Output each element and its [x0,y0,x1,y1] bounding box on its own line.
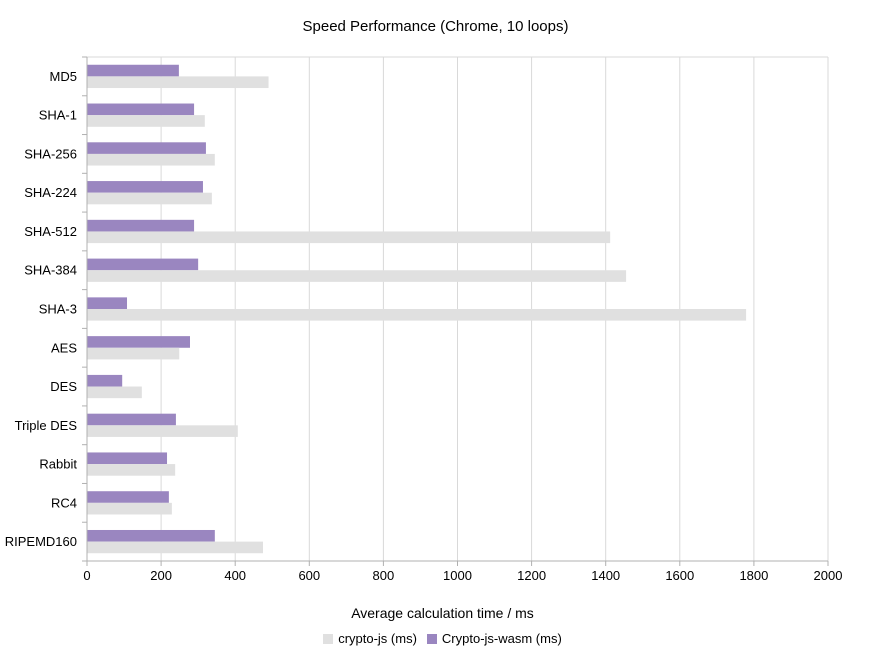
bar-chart-plot: 0 200 400 600 800 1000 1200 1400 1600 1800 2000 MD5… [5,56,843,583]
category-label-triple-des: Triple DES [15,418,78,433]
legend-label-crypto-js: crypto-js (ms) [338,631,417,646]
chart-title: Speed Performance (Chrome, 10 loops) [302,18,569,35]
bar-crypto-js-ms--sha-512 [87,231,611,244]
bar-crypto-js-wasm-ms--sha-512 [87,219,195,232]
bar-crypto-js-wasm-ms--md5 [87,64,179,77]
bar-crypto-js-ms--sha-224 [87,192,212,205]
x-tick-label-400: 400 [224,568,246,583]
bar-crypto-js-wasm-ms--triple-des [87,413,176,426]
bar-crypto-js-wasm-ms--sha-1 [87,103,195,116]
category-label-ripemd160: RIPEMD160 [5,534,77,549]
category-label-md5: MD5 [50,69,77,84]
bar-crypto-js-wasm-ms--rc4 [87,491,169,503]
bar-crypto-js-wasm-ms--ripemd160 [87,529,215,542]
bar-crypto-js-ms--aes [87,347,180,360]
bar-crypto-js-wasm-ms--sha-3 [87,297,128,309]
bar-crypto-js-ms--triple-des [87,425,238,437]
category-label-sha-1: SHA-1 [39,108,77,123]
x-tick-label-2000: 2000 [814,568,843,583]
bar-crypto-js-wasm-ms--sha-224 [87,181,203,193]
category-label-sha-512: SHA-512 [24,224,77,239]
x-tick-label-800: 800 [373,568,395,583]
x-tick-label-0: 0 [83,568,90,583]
bar-crypto-js-wasm-ms--aes [87,336,190,348]
x-axis-title: Average calculation time / ms [351,605,534,621]
bar-crypto-js-wasm-ms--rabbit [87,452,168,465]
bar-crypto-js-wasm-ms--sha-384 [87,258,199,271]
legend-swatch-crypto-js-icon [323,633,334,644]
x-tick-label-1000: 1000 [443,568,472,583]
legend: crypto-js (ms) Crypto-js-wasm (ms) [0,631,871,646]
bar-crypto-js-ms--rabbit [87,464,176,476]
x-tick-label-1400: 1400 [591,568,620,583]
x-tick-label-1600: 1600 [665,568,694,583]
bar-crypto-js-ms--sha-256 [87,153,215,166]
bar-crypto-js-ms--ripemd160 [87,541,263,554]
x-tick-label-1800: 1800 [739,568,768,583]
category-label-rabbit: Rabbit [39,457,77,472]
legend-item-crypto-js-wasm: Crypto-js-wasm (ms) [426,631,562,646]
category-label-sha-3: SHA-3 [39,302,77,317]
bar-crypto-js-ms--rc4 [87,502,172,515]
category-label-sha-224: SHA-224 [24,185,77,200]
x-tick-label-600: 600 [298,568,320,583]
legend-label-crypto-js-wasm: Crypto-js-wasm (ms) [441,631,562,646]
bar-crypto-js-ms--sha-1 [87,115,205,127]
bar-crypto-js-ms--sha-384 [87,270,627,282]
category-label-des: DES [50,379,77,394]
bar-crypto-js-wasm-ms--sha-256 [87,142,206,154]
bar-crypto-js-ms--des [87,386,142,399]
legend-item-crypto-js: crypto-js (ms) [323,631,417,646]
legend-swatch-crypto-js-wasm-icon [426,633,437,644]
bar-crypto-js-ms--sha-3 [87,309,747,321]
x-tick-label-1200: 1200 [517,568,546,583]
category-label-aes: AES [51,340,77,355]
category-label-sha-256: SHA-256 [24,146,77,161]
bar-crypto-js-wasm-ms--des [87,374,123,387]
category-label-sha-384: SHA-384 [24,263,77,278]
category-label-rc4: RC4 [51,495,77,510]
bar-crypto-js-ms--md5 [87,76,269,89]
x-tick-label-200: 200 [150,568,172,583]
